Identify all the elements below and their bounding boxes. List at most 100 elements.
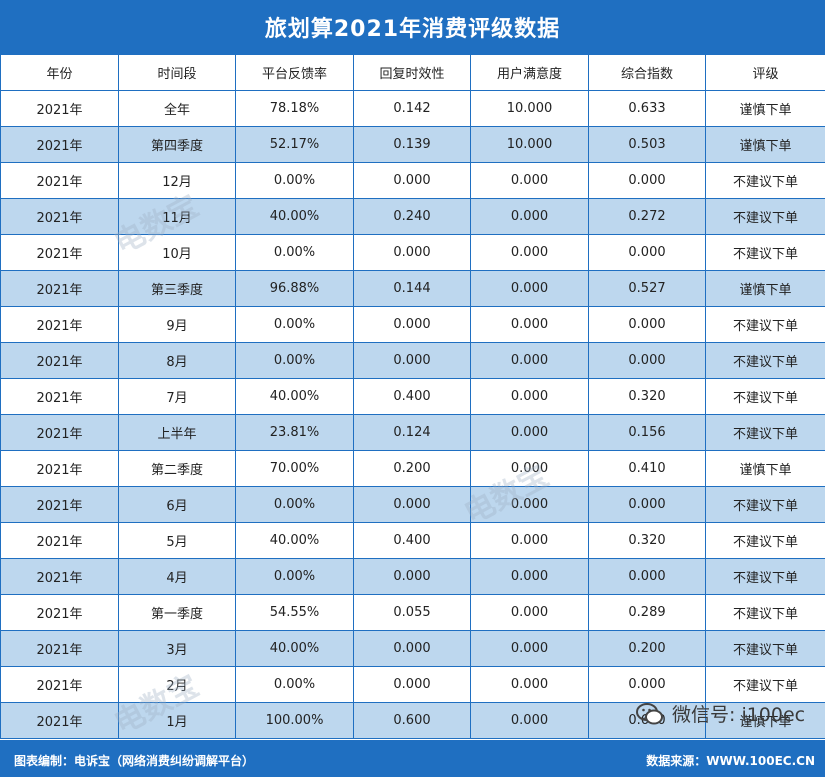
cell-reply-timeliness: 0.200	[353, 450, 471, 487]
cell-rating: 不建议下单	[705, 234, 825, 271]
cell-composite-index: 0.503	[588, 126, 706, 163]
cell-feedback-rate: 0.00%	[235, 558, 354, 595]
cell-rating: 不建议下单	[705, 630, 825, 667]
wechat-badge: 微信号: i100ec	[636, 700, 805, 727]
cell-rating: 不建议下单	[705, 414, 825, 451]
cell-year: 2021年	[0, 414, 119, 451]
cell-year: 2021年	[0, 270, 119, 307]
cell-year: 2021年	[0, 126, 119, 163]
cell-user-satisfaction: 0.000	[470, 666, 589, 703]
cell-rating: 不建议下单	[705, 594, 825, 631]
cell-reply-timeliness: 0.240	[353, 198, 471, 235]
cell-composite-index: 0.000	[588, 666, 706, 703]
cell-user-satisfaction: 0.000	[470, 270, 589, 307]
table-row: 2021年 7月 40.00% 0.400 0.000 0.320 不建议下单	[0, 378, 825, 415]
cell-composite-index: 0.289	[588, 594, 706, 631]
column-header-rating: 评级	[705, 54, 825, 91]
table-row: 2021年 8月 0.00% 0.000 0.000 0.000 不建议下单	[0, 342, 825, 379]
cell-feedback-rate: 40.00%	[235, 378, 354, 415]
column-header-user-satisfaction: 用户满意度	[470, 54, 589, 91]
column-header-composite-index: 综合指数	[588, 54, 706, 91]
cell-rating: 不建议下单	[705, 522, 825, 559]
cell-rating: 不建议下单	[705, 486, 825, 523]
cell-year: 2021年	[0, 378, 119, 415]
table-row: 2021年 4月 0.00% 0.000 0.000 0.000 不建议下单	[0, 558, 825, 595]
data-table: 年份 时间段 平台反馈率 回复时效性 用户满意度 综合指数 评级 2021年 全年…	[0, 54, 825, 739]
cell-year: 2021年	[0, 90, 119, 127]
cell-year: 2021年	[0, 702, 119, 739]
cell-rating: 不建议下单	[705, 666, 825, 703]
cell-user-satisfaction: 10.000	[470, 126, 589, 163]
cell-reply-timeliness: 0.000	[353, 234, 471, 271]
cell-rating: 谨慎下单	[705, 702, 825, 739]
cell-feedback-rate: 0.00%	[235, 342, 354, 379]
cell-rating: 不建议下单	[705, 198, 825, 235]
cell-year: 2021年	[0, 198, 119, 235]
cell-reply-timeliness: 0.144	[353, 270, 471, 307]
cell-composite-index: 0.000	[588, 234, 706, 271]
cell-composite-index: 0.000	[588, 162, 706, 199]
cell-reply-timeliness: 0.000	[353, 486, 471, 523]
table-body: 2021年 全年 78.18% 0.142 10.000 0.633 谨慎下单 2021年 第四…	[0, 90, 825, 739]
cell-composite-index: 0.320	[588, 522, 706, 559]
cell-user-satisfaction: 0.000	[470, 486, 589, 523]
cell-feedback-rate: 78.18%	[235, 90, 354, 127]
cell-reply-timeliness: 0.000	[353, 558, 471, 595]
cell-composite-index: 0.320	[588, 378, 706, 415]
table-row: 2021年 全年 78.18% 0.142 10.000 0.633 谨慎下单	[0, 90, 825, 127]
footer-bar: 图表编制：电诉宝（网络消费纠纷调解平台） 数据来源：WWW.100EC.CN	[0, 740, 825, 777]
cell-reply-timeliness: 0.000	[353, 666, 471, 703]
cell-composite-index: 0.633	[588, 90, 706, 127]
cell-reply-timeliness: 0.000	[353, 342, 471, 379]
cell-feedback-rate: 0.00%	[235, 162, 354, 199]
cell-period: 第三季度	[118, 270, 236, 307]
cell-year: 2021年	[0, 450, 119, 487]
cell-user-satisfaction: 0.000	[470, 414, 589, 451]
cell-user-satisfaction: 0.000	[470, 342, 589, 379]
cell-rating: 谨慎下单	[705, 126, 825, 163]
cell-reply-timeliness: 0.000	[353, 306, 471, 343]
cell-period: 10月	[118, 234, 236, 271]
table-row: 2021年 第二季度 70.00% 0.200 0.000 0.410 谨慎下单	[0, 450, 825, 487]
cell-rating: 不建议下单	[705, 162, 825, 199]
cell-period: 9月	[118, 306, 236, 343]
cell-reply-timeliness: 0.000	[353, 162, 471, 199]
cell-composite-index: 0.527	[588, 270, 706, 307]
cell-period: 上半年	[118, 414, 236, 451]
cell-period: 第四季度	[118, 126, 236, 163]
cell-period: 第一季度	[118, 594, 236, 631]
cell-reply-timeliness: 0.400	[353, 378, 471, 415]
table-row: 2021年 3月 40.00% 0.000 0.000 0.200 不建议下单	[0, 630, 825, 667]
wechat-id: 微信号: i100ec	[672, 704, 806, 726]
cell-feedback-rate: 40.00%	[235, 630, 354, 667]
cell-feedback-rate: 70.00%	[235, 450, 354, 487]
cell-feedback-rate: 40.00%	[235, 198, 354, 235]
cell-user-satisfaction: 0.000	[470, 234, 589, 271]
table-row: 2021年 6月 0.00% 0.000 0.000 0.000 不建议下单	[0, 486, 825, 523]
cell-feedback-rate: 52.17%	[235, 126, 354, 163]
cell-year: 2021年	[0, 162, 119, 199]
cell-year: 2021年	[0, 594, 119, 631]
table-row: 2021年 12月 0.00% 0.000 0.000 0.000 不建议下单	[0, 162, 825, 199]
table-row: 2021年 第四季度 52.17% 0.139 10.000 0.503 谨慎下单	[0, 126, 825, 163]
cell-period: 8月	[118, 342, 236, 379]
cell-feedback-rate: 96.88%	[235, 270, 354, 307]
column-header-period: 时间段	[118, 54, 236, 91]
cell-user-satisfaction: 0.000	[470, 522, 589, 559]
cell-composite-index: 0.000	[588, 558, 706, 595]
cell-reply-timeliness: 0.000	[353, 630, 471, 667]
cell-period: 全年	[118, 90, 236, 127]
cell-reply-timeliness: 0.400	[353, 522, 471, 559]
cell-year: 2021年	[0, 234, 119, 271]
cell-reply-timeliness: 0.139	[353, 126, 471, 163]
cell-user-satisfaction: 0.000	[470, 162, 589, 199]
cell-feedback-rate: 23.81%	[235, 414, 354, 451]
cell-year: 2021年	[0, 522, 119, 559]
cell-reply-timeliness: 0.142	[353, 90, 471, 127]
cell-year: 2021年	[0, 342, 119, 379]
cell-year: 2021年	[0, 306, 119, 343]
wechat-icon	[636, 702, 663, 724]
cell-user-satisfaction: 0.000	[470, 594, 589, 631]
cell-rating: 谨慎下单	[705, 90, 825, 127]
